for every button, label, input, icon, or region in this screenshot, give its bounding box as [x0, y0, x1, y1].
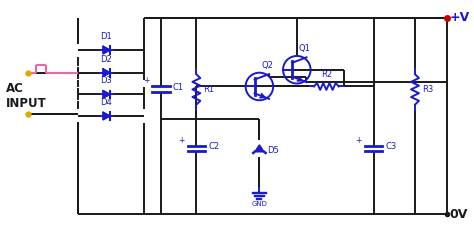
Text: D4: D4	[100, 98, 112, 107]
Text: D2: D2	[100, 55, 112, 64]
Text: R1: R1	[203, 85, 214, 94]
Text: D1: D1	[100, 32, 112, 41]
Polygon shape	[103, 91, 110, 98]
Text: C2: C2	[208, 142, 219, 151]
Text: Q2: Q2	[261, 61, 273, 70]
Polygon shape	[103, 69, 110, 77]
Text: GND: GND	[252, 201, 267, 207]
Text: R3: R3	[422, 85, 433, 94]
Text: C3: C3	[385, 142, 397, 151]
Polygon shape	[255, 145, 264, 151]
Text: D3: D3	[100, 77, 112, 85]
Text: Q1: Q1	[299, 44, 310, 53]
Text: +: +	[178, 135, 184, 145]
Text: +: +	[143, 77, 149, 85]
Text: R2: R2	[321, 69, 332, 79]
Text: +V: +V	[449, 11, 470, 24]
Polygon shape	[103, 112, 110, 120]
Text: 0V: 0V	[449, 208, 468, 221]
Polygon shape	[103, 46, 110, 54]
Text: C1: C1	[173, 83, 184, 92]
Text: +: +	[356, 135, 362, 145]
Text: AC
INPUT: AC INPUT	[6, 82, 47, 110]
Text: D5: D5	[267, 146, 279, 155]
